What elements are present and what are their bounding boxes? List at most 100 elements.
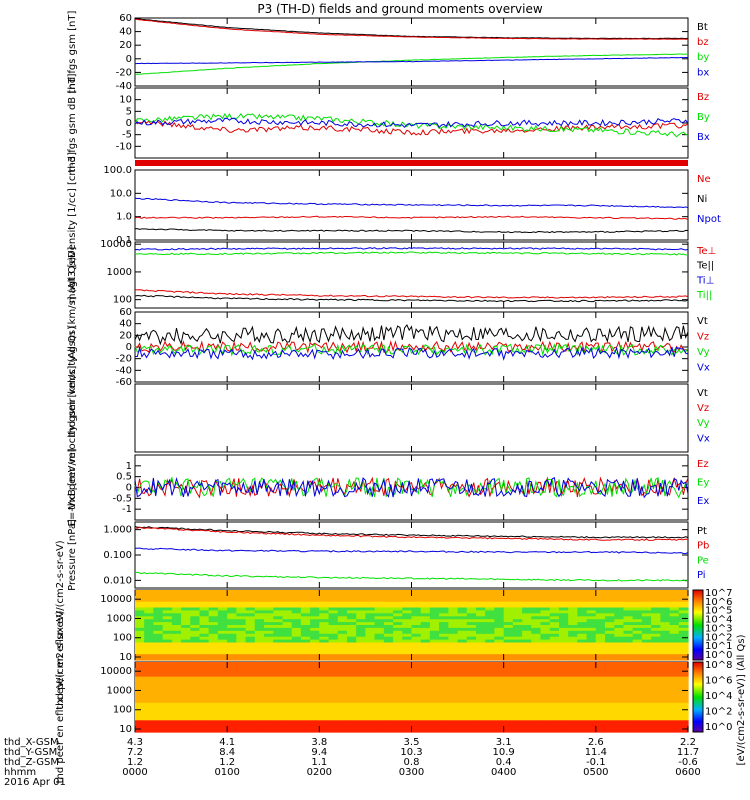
heatmap-cell — [181, 636, 191, 641]
heatmap-cell — [503, 598, 514, 603]
heatmap-cell — [181, 664, 191, 669]
y-axis-label: E=-VxB [mV/m] — [67, 448, 78, 526]
heatmap-cell — [135, 592, 145, 597]
heatmap-cell — [420, 702, 431, 707]
heatmap-cell — [264, 639, 274, 644]
heatmap-cell — [494, 726, 505, 730]
heatmap-cell — [383, 717, 394, 721]
heatmap-cell — [365, 688, 376, 692]
heatmap-cell — [383, 657, 394, 661]
heatmap-cell — [605, 601, 615, 606]
heatmap-cell — [411, 711, 422, 716]
heatmap-cell — [429, 720, 440, 724]
heatmap-cell — [365, 590, 376, 594]
heatmap-cell — [135, 664, 145, 669]
heatmap-cell — [245, 688, 256, 692]
heatmap-cell — [227, 699, 238, 704]
orbit-value: 0300 — [399, 767, 424, 778]
heatmap-cell — [632, 648, 643, 652]
heatmap-cell — [328, 664, 339, 669]
heatmap-cell — [476, 642, 486, 647]
heatmap-cell — [393, 592, 403, 597]
heatmap-cell — [199, 604, 210, 609]
heatmap-cell — [135, 729, 145, 733]
heatmap-cell — [273, 717, 284, 721]
heatmap-cell — [153, 705, 164, 710]
heatmap-cell — [236, 610, 247, 614]
heatmap-cell — [457, 648, 468, 652]
heatmap-cell — [171, 729, 182, 733]
heatmap-cell — [623, 723, 634, 727]
heatmap-cell — [531, 590, 542, 594]
heatmap-cell — [227, 711, 238, 716]
heatmap-cell — [632, 699, 643, 704]
heatmap-cell — [181, 673, 191, 678]
heatmap-cell — [503, 633, 514, 638]
heatmap-cell — [227, 657, 238, 661]
heatmap-cell — [383, 625, 394, 629]
heatmap-cell — [540, 688, 551, 692]
heatmap-cell — [254, 630, 265, 635]
heatmap-cell — [605, 630, 615, 635]
heatmap-cell — [632, 633, 643, 638]
heatmap-cell — [236, 717, 247, 721]
y-tick-label: 60 — [119, 13, 132, 24]
heatmap-cell — [466, 607, 477, 612]
heatmap-cell — [429, 625, 440, 629]
heatmap-cell — [282, 664, 293, 669]
heatmap-cell — [494, 699, 505, 704]
heatmap-cell — [411, 694, 422, 698]
heatmap-cell — [245, 651, 256, 655]
heatmap-cell — [641, 726, 652, 730]
heatmap-cell — [429, 645, 440, 649]
heatmap-cell — [162, 648, 173, 652]
heatmap-cell — [660, 664, 671, 669]
heatmap-cell — [337, 691, 348, 695]
heatmap-cell — [439, 592, 449, 597]
heatmap-cell — [264, 625, 274, 629]
heatmap-cell — [208, 679, 219, 684]
heatmap-cell — [623, 633, 634, 638]
heatmap-cell — [586, 651, 597, 655]
heatmap-cell — [476, 636, 486, 641]
heatmap-cell — [144, 667, 155, 672]
heatmap-cell — [605, 717, 615, 721]
separator-bar — [135, 160, 688, 166]
heatmap-cell — [190, 639, 201, 644]
heatmap-cell — [190, 648, 201, 652]
heatmap-cell — [632, 607, 643, 612]
heatmap-cell — [512, 711, 523, 716]
heatmap-cell — [328, 654, 339, 658]
heatmap-cell — [586, 679, 597, 684]
heatmap-cell — [577, 705, 588, 710]
heatmap-cell — [614, 705, 625, 710]
heatmap-cell — [457, 607, 468, 612]
heatmap-cell — [669, 601, 680, 606]
heatmap-cell — [632, 630, 643, 635]
heatmap-cell — [494, 645, 505, 649]
heatmap-cell — [227, 622, 238, 626]
heatmap-cell — [485, 622, 496, 626]
heatmap-cell — [568, 619, 579, 623]
heatmap-cell — [199, 714, 210, 719]
heatmap-cell — [494, 711, 505, 716]
heatmap-cell — [190, 607, 201, 612]
heatmap-cell — [181, 676, 191, 681]
heatmap-cell — [356, 685, 367, 689]
heatmap-cell — [319, 682, 330, 686]
heatmap-cell — [319, 633, 330, 638]
heatmap-cell — [300, 691, 311, 695]
heatmap-cell — [651, 664, 661, 669]
heatmap-cell — [641, 598, 652, 603]
heatmap-cell — [337, 654, 348, 658]
heatmap-cell — [135, 711, 145, 716]
heatmap-cell — [356, 613, 367, 617]
heatmap-cell — [577, 613, 588, 617]
heatmap-cell — [236, 598, 247, 603]
heatmap-cell — [337, 664, 348, 669]
heatmap-cell — [522, 664, 532, 669]
heatmap-cell — [605, 657, 615, 661]
heatmap-cell — [383, 670, 394, 675]
heatmap-cell — [254, 651, 265, 655]
